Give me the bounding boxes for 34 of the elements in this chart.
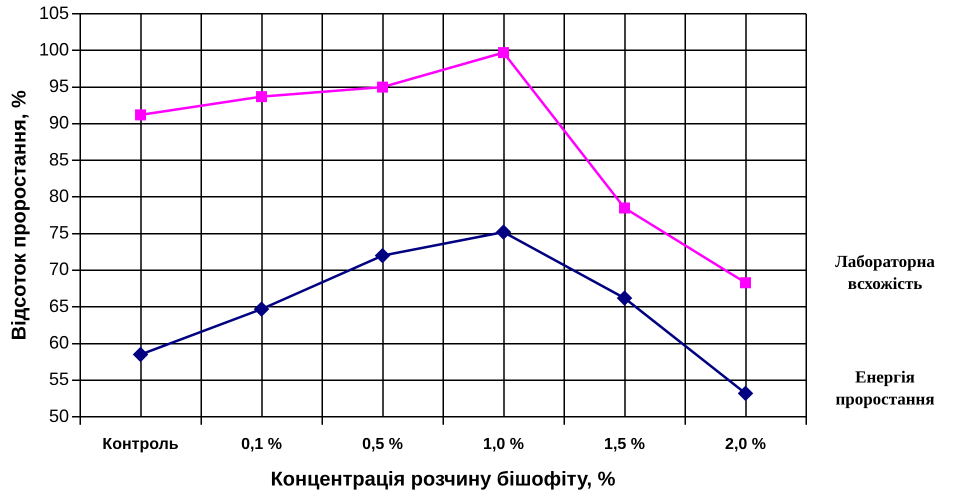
point	[619, 202, 630, 214]
point	[135, 109, 146, 120]
y-tick-label: 60	[49, 332, 70, 352]
y-tick-label: 70	[49, 259, 70, 280]
point	[133, 347, 148, 362]
y-tick-label: 75	[49, 222, 70, 243]
y-tick-label: 90	[49, 112, 70, 133]
x-axis-title: Концентрація розчину бішофіту, %	[270, 468, 616, 491]
x-tick-label: 0,5 %	[362, 436, 403, 453]
point	[254, 302, 269, 316]
y-tick-label: 85	[49, 149, 70, 170]
point	[256, 91, 268, 102]
y-tick-label: 100	[38, 39, 70, 60]
point	[740, 277, 751, 288]
text: Енергія проростання	[835, 368, 935, 409]
x-tick-label: 2,0 %	[725, 436, 766, 453]
point	[377, 82, 388, 93]
point	[375, 248, 390, 263]
y-tick-label: 105	[38, 2, 70, 23]
point	[738, 386, 753, 401]
x-tick-label: 1,5 %	[604, 436, 645, 453]
y-axis-title: Відсоток проростання, %	[8, 90, 31, 340]
x-tick-label: 0,1 %	[241, 436, 282, 453]
y-tick-label: 65	[49, 296, 70, 316]
point	[617, 290, 632, 306]
y-tick-label: 80	[49, 186, 70, 206]
text: Лабораторна всхожість	[835, 252, 936, 294]
x-tick-label: 1,0 %	[483, 436, 524, 453]
x-tick-label: Контроль	[102, 436, 179, 453]
point	[496, 224, 511, 240]
y-tick-label: 95	[49, 76, 70, 96]
y-tick-label: 55	[49, 369, 70, 390]
y-tick-label: 50	[49, 406, 70, 426]
point	[498, 47, 510, 58]
